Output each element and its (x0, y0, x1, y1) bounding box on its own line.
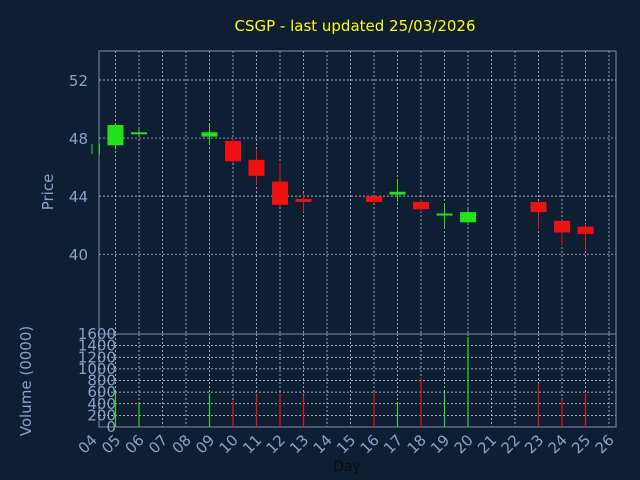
candle-body (272, 181, 288, 205)
price-tick-label: 40 (69, 246, 88, 264)
candle-body (460, 212, 476, 223)
volume-tick-label: 1400 (78, 337, 116, 355)
price-tick-label: 48 (69, 130, 88, 148)
candle-body (248, 159, 265, 176)
candle-body (530, 201, 547, 213)
volume-tick-label: 400 (87, 395, 116, 413)
candle-body (554, 220, 570, 233)
candle-body (99, 143, 100, 155)
volume-tick-label: 0 (106, 418, 116, 436)
price-axis-label: Price (39, 174, 57, 211)
candlesticks (91, 123, 594, 250)
candle-body (436, 213, 453, 216)
x-tick-labels: 0405060708091011121314151617181920212223… (75, 431, 618, 457)
volume-tick-label: 800 (87, 372, 116, 390)
volume-tick-label: 200 (87, 406, 116, 424)
volume-tick-label: 1200 (78, 348, 116, 366)
volume-bars (114, 336, 587, 427)
candle-body (295, 199, 312, 202)
price-tick-label: 52 (69, 72, 88, 90)
candle-body (107, 125, 124, 146)
chart-title: CSGP - last updated 25/03/2026 (234, 17, 475, 35)
candle-body (413, 201, 429, 210)
volume-tick-label: 600 (87, 383, 116, 401)
price-tick-labels: 40 44 48 52 (69, 72, 88, 264)
x-axis-label: Day (333, 459, 361, 475)
candle-body (225, 140, 241, 162)
volume-tick-label: 1600 (78, 325, 116, 343)
volume-plot-frame (98, 333, 617, 428)
price-tick-label: 44 (69, 188, 88, 206)
candle-body (389, 191, 406, 195)
candle-body (131, 132, 147, 135)
candle-body (201, 132, 218, 137)
volume-tick-label: 1000 (78, 360, 116, 378)
volume-axis-label: Volume (0000) (17, 326, 35, 436)
candle-body (366, 196, 382, 202)
candle-body (577, 226, 594, 234)
